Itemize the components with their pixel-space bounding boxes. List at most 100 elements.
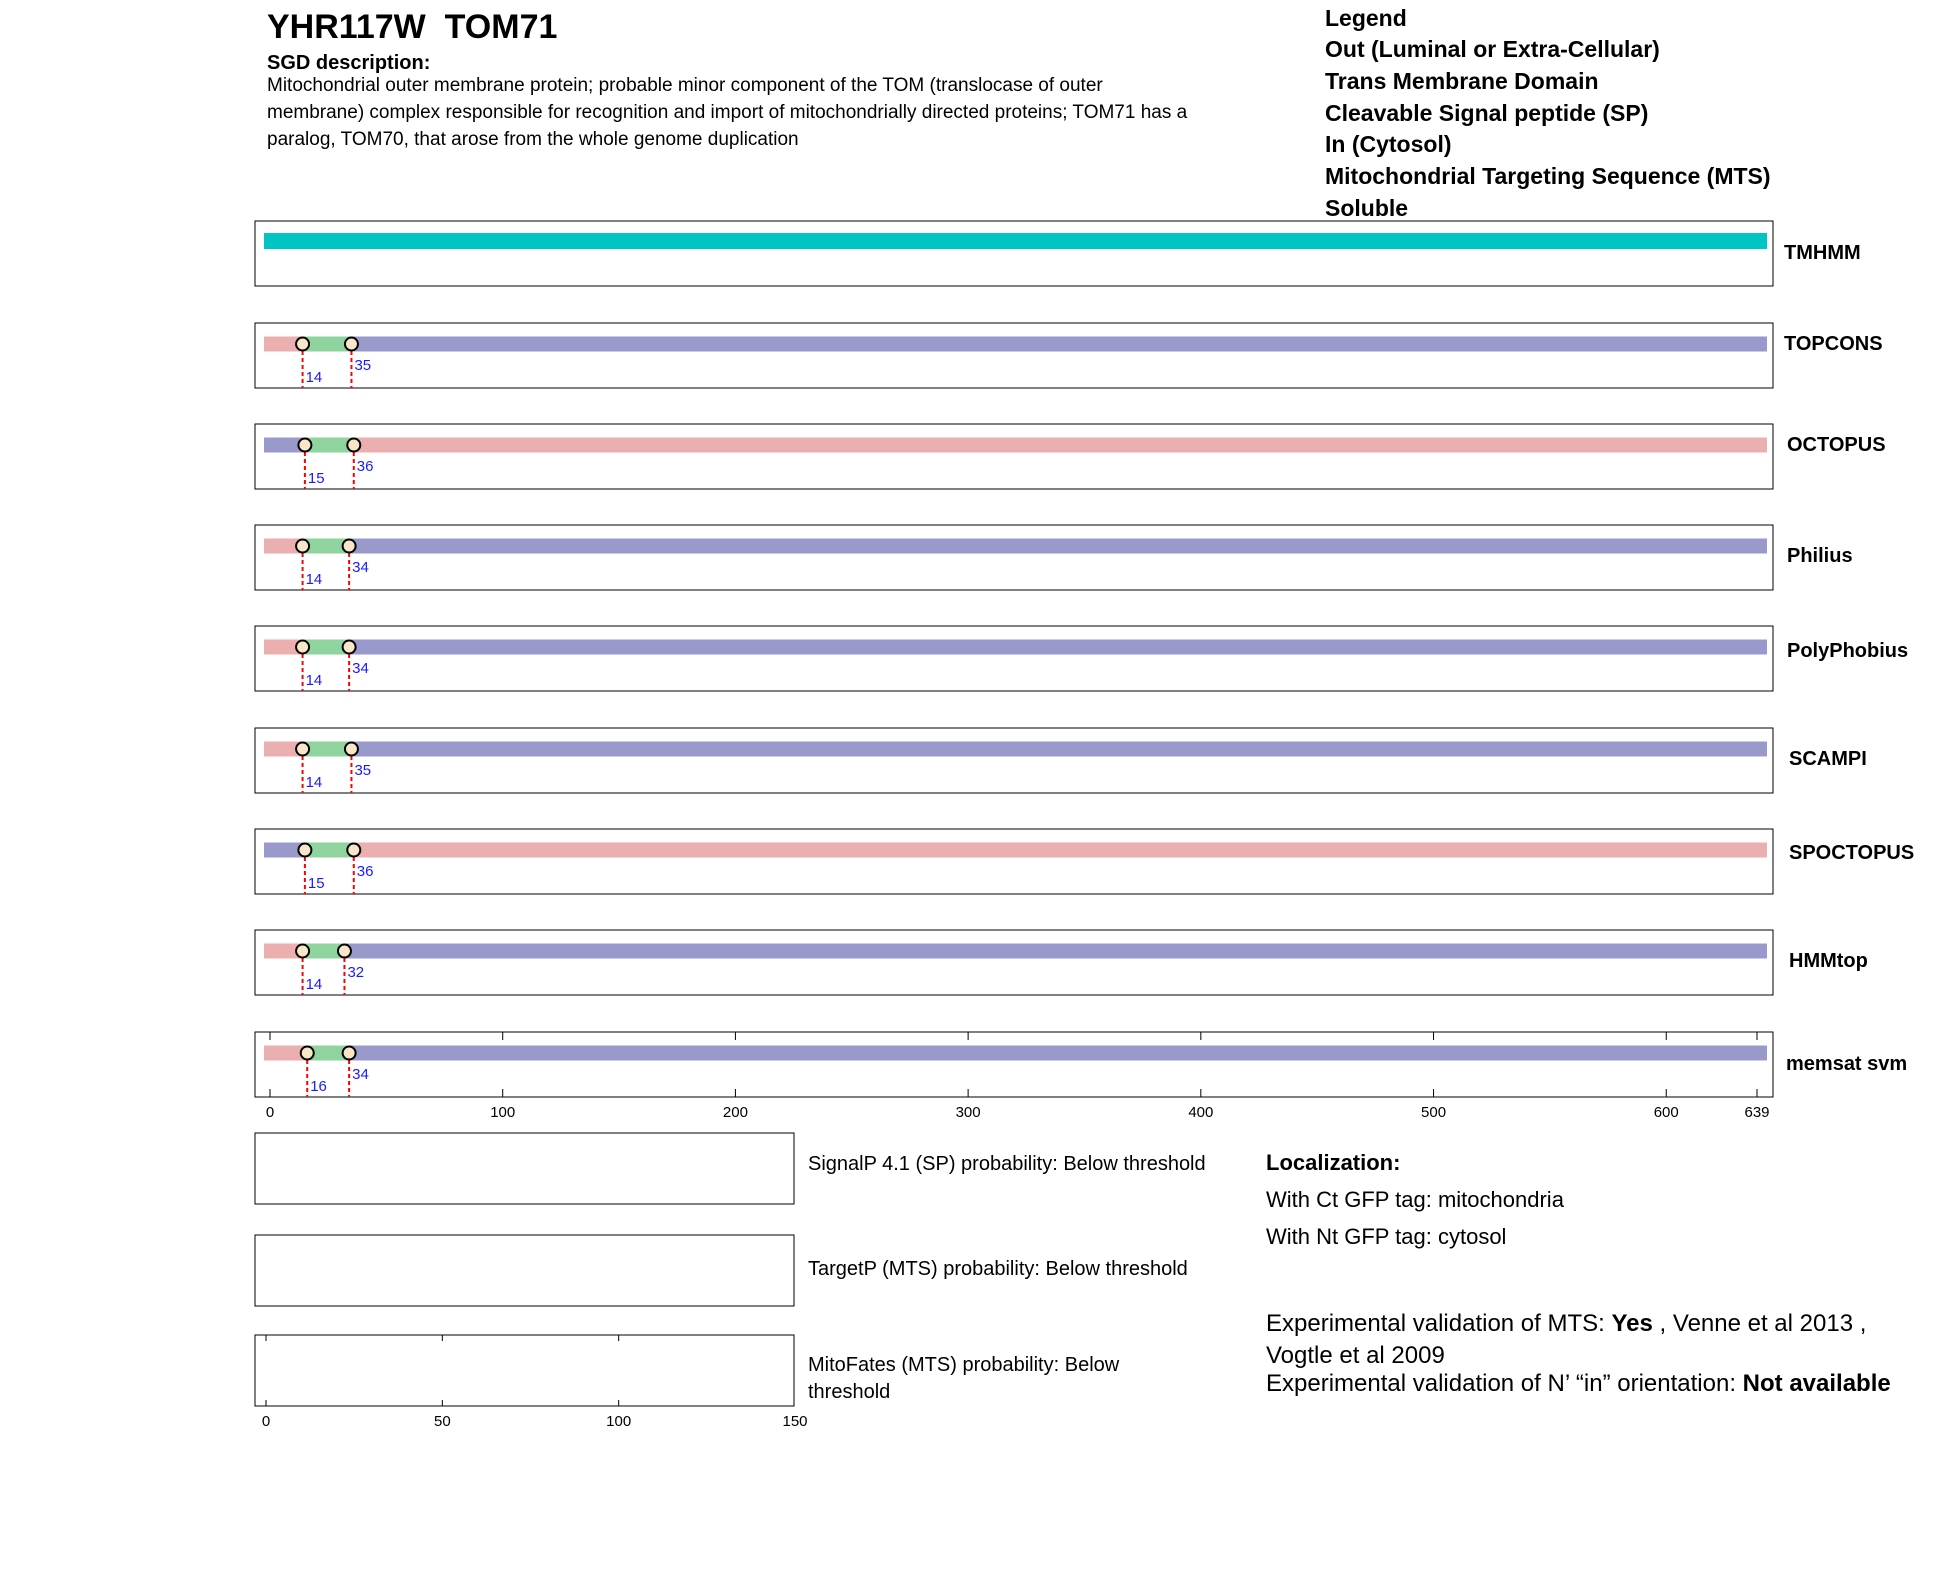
topology-segment: [302, 336, 352, 352]
track-frame: [254, 220, 1774, 287]
signalp-line: SignalP 4.1 (SP) probability: Below thre…: [808, 1153, 1206, 1175]
legend-item-out: Out (Luminal or Extra-Cellular): [1325, 36, 1660, 62]
mitofates-line: threshold: [808, 1381, 891, 1403]
boundary-label: 36: [357, 863, 374, 880]
boundary-marker: [297, 842, 313, 858]
mitofates-probability: MitoFates (MTS) probability: Below thres…: [808, 1352, 1119, 1406]
track-label-hmmtop: HMMtop: [1789, 950, 1868, 972]
localization-ct: With Ct GFP tag: mitochondria: [1266, 1187, 1564, 1212]
legend-item-soluble: Soluble: [1325, 195, 1409, 221]
sgd-line: paralog, TOM70, that arose from the whol…: [267, 129, 799, 150]
topology-segment: [264, 639, 303, 655]
probability-panel-frame: [254, 1132, 795, 1205]
topology-segment: [353, 437, 1767, 453]
boundary-label: 15: [308, 470, 325, 487]
signalp-probability: SignalP 4.1 (SP) probability: Below thre…: [808, 1151, 1206, 1178]
topology-segment: [349, 1045, 1768, 1061]
boundary-label: 32: [347, 964, 364, 981]
x-tick-label: 200: [723, 1104, 748, 1121]
topology-segment: [264, 336, 303, 352]
boundary-label: 35: [354, 357, 371, 374]
legend-item-tm: Trans Membrane Domain: [1325, 68, 1599, 94]
boundary-marker: [336, 943, 352, 959]
sgd-description: Mitochondrial outer membrane protein; pr…: [267, 72, 1187, 153]
track-label-scampi: SCAMPI: [1789, 748, 1867, 770]
boundary-label: 34: [352, 660, 369, 677]
legend-item-in: In (Cytosol): [1325, 131, 1452, 157]
legend-item-mts: Mitochondrial Targeting Sequence (MTS): [1325, 163, 1771, 189]
boundary-label: 14: [306, 571, 323, 588]
x-tick-label: 100: [490, 1104, 515, 1121]
boundary-marker: [341, 538, 357, 554]
boundary-label: 34: [352, 559, 369, 576]
localization-heading: Localization:: [1266, 1150, 1401, 1175]
topology-segment: [304, 842, 354, 858]
mts-validation-value: Yes: [1611, 1310, 1653, 1337]
boundary-label: 15: [308, 875, 325, 892]
topology-segment: [264, 1045, 308, 1061]
boundary-label: 35: [354, 762, 371, 779]
boundary-marker: [297, 437, 313, 453]
boundary-label: 14: [306, 672, 323, 689]
experimental-orientation: Experimental validation of N’ “in” orien…: [1266, 1370, 1891, 1397]
sgd-heading: SGD description:: [267, 52, 431, 74]
x-tick-label: 0: [262, 1413, 270, 1430]
boundary-label: 36: [357, 458, 374, 475]
boundary-label: 14: [306, 976, 323, 993]
topology-segment: [264, 538, 303, 554]
x-tick-label: 639: [1744, 1104, 1769, 1121]
x-tick-label: 300: [956, 1104, 981, 1121]
x-tick-label: 0: [266, 1104, 274, 1121]
topology-segment: [304, 437, 354, 453]
x-tick-label: 150: [782, 1413, 807, 1430]
topology-segment: [349, 538, 1768, 554]
boundary-label: 16: [310, 1078, 327, 1095]
sgd-line: membrane) complex responsible for recogn…: [267, 102, 1188, 123]
topology-segment: [353, 842, 1767, 858]
boundary-marker: [343, 336, 359, 352]
boundary-marker: [295, 538, 311, 554]
track-frame: [254, 727, 1774, 794]
x-tick-label: 500: [1421, 1104, 1446, 1121]
boundary-marker: [346, 437, 362, 453]
boundary-label: 34: [352, 1066, 369, 1083]
experimental-mts: Experimental validation of MTS: Yes , Ve…: [1266, 1310, 1867, 1369]
x-tick-label: 50: [434, 1413, 451, 1430]
gene-name: TOM71: [444, 8, 558, 46]
track-label-memsat: memsat svm: [1786, 1053, 1908, 1075]
sgd-line: Mitochondrial outer membrane protein; pr…: [267, 75, 1103, 96]
legend-item-sp: Cleavable Signal peptide (SP): [1325, 100, 1649, 126]
boundary-marker: [346, 842, 362, 858]
track-label-polyphobius: PolyPhobius: [1787, 640, 1909, 662]
boundary-marker: [341, 1045, 357, 1061]
topology-segment: [307, 1045, 350, 1061]
localization-nt: With Nt GFP tag: cytosol: [1266, 1224, 1507, 1249]
track-label-topcons: TOPCONS: [1784, 333, 1883, 355]
topology-segment: [264, 741, 303, 757]
mitofates-line: MitoFates (MTS) probability: Below: [808, 1354, 1120, 1376]
legend-title: Legend: [1325, 5, 1407, 31]
track-frame: [254, 1031, 1774, 1098]
boundary-marker: [295, 336, 311, 352]
page-title: YHR117W TOM71: [267, 8, 557, 47]
track-frame: [254, 322, 1774, 389]
boundary-marker: [341, 639, 357, 655]
boundary-label: 14: [306, 774, 323, 791]
topology-segment: [302, 538, 350, 554]
topology-segment: [302, 741, 352, 757]
track-frame: [254, 423, 1774, 490]
topology-segment: [302, 943, 345, 959]
topology-segment: [344, 943, 1768, 959]
x-tick-label: 600: [1654, 1104, 1679, 1121]
track-frame: [254, 625, 1774, 692]
track-label-spoctopus: SPOCTOPUS: [1789, 842, 1915, 864]
topology-segment: [264, 943, 303, 959]
topology-segment: [264, 842, 305, 858]
targetp-line: TargetP (MTS) probability: Below thresho…: [808, 1258, 1188, 1280]
x-tick-label: 400: [1188, 1104, 1213, 1121]
targetp-probability: TargetP (MTS) probability: Below thresho…: [808, 1256, 1188, 1283]
boundary-label: 14: [306, 369, 323, 386]
topology-segment: [351, 336, 1768, 352]
track-frame: [254, 828, 1774, 895]
track-label-tmhmm: TMHMM: [1784, 242, 1861, 264]
